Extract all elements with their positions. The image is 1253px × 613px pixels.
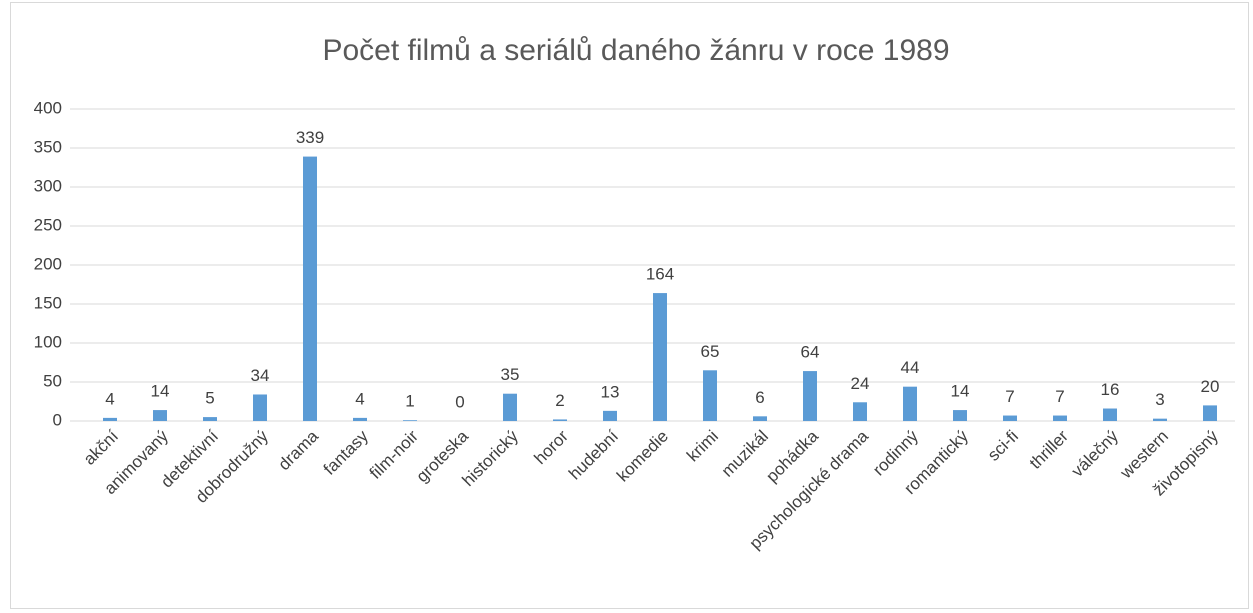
bar <box>1053 415 1067 421</box>
bar <box>753 416 767 421</box>
bar <box>1003 415 1017 421</box>
y-tick-label: 150 <box>34 293 62 312</box>
value-label: 64 <box>801 343 820 362</box>
bar <box>853 402 867 421</box>
y-tick-label: 400 <box>34 98 62 117</box>
value-label: 7 <box>1005 387 1014 406</box>
value-label: 34 <box>251 366 270 385</box>
bar <box>153 410 167 421</box>
bar <box>953 410 967 421</box>
value-label: 339 <box>296 128 324 147</box>
value-label: 14 <box>951 382 970 401</box>
value-label: 20 <box>1201 377 1220 396</box>
bar <box>1153 418 1167 421</box>
y-tick-label: 300 <box>34 176 62 195</box>
y-tick-label: 0 <box>53 410 62 429</box>
bar <box>203 417 217 421</box>
value-label: 16 <box>1101 380 1120 399</box>
bar <box>303 156 317 421</box>
y-tick-label: 250 <box>34 215 62 234</box>
bar <box>603 410 617 421</box>
bar <box>403 420 417 421</box>
value-label: 65 <box>701 342 720 361</box>
value-label: 164 <box>646 265 674 284</box>
y-tick-label: 200 <box>34 254 62 273</box>
y-tick-label: 100 <box>34 332 62 351</box>
bar <box>1103 408 1117 421</box>
bar <box>553 419 567 421</box>
chart-border <box>10 2 1249 609</box>
chart-title: Počet filmů a seriálů daného žánru v roc… <box>322 34 949 67</box>
value-label: 14 <box>151 382 170 401</box>
value-label: 1 <box>405 392 414 411</box>
bar <box>703 370 717 421</box>
value-label: 6 <box>755 388 764 407</box>
bar <box>353 417 367 421</box>
y-tick-label: 50 <box>43 371 62 390</box>
bar <box>903 386 917 421</box>
y-tick-label: 350 <box>34 137 62 156</box>
value-label: 7 <box>1055 387 1064 406</box>
bar <box>503 393 517 421</box>
bar <box>1203 405 1217 421</box>
value-label: 44 <box>901 358 920 377</box>
value-label: 35 <box>501 365 520 384</box>
bar <box>103 417 117 421</box>
bar <box>653 293 667 421</box>
value-label: 13 <box>601 382 620 401</box>
value-label: 4 <box>355 389 364 408</box>
value-label: 2 <box>555 391 564 410</box>
value-label: 24 <box>851 374 870 393</box>
value-label: 4 <box>105 389 114 408</box>
value-label: 3 <box>1155 390 1164 409</box>
bar <box>803 371 817 421</box>
value-label: 0 <box>455 392 464 411</box>
bar <box>253 394 267 421</box>
value-label: 5 <box>205 389 214 408</box>
